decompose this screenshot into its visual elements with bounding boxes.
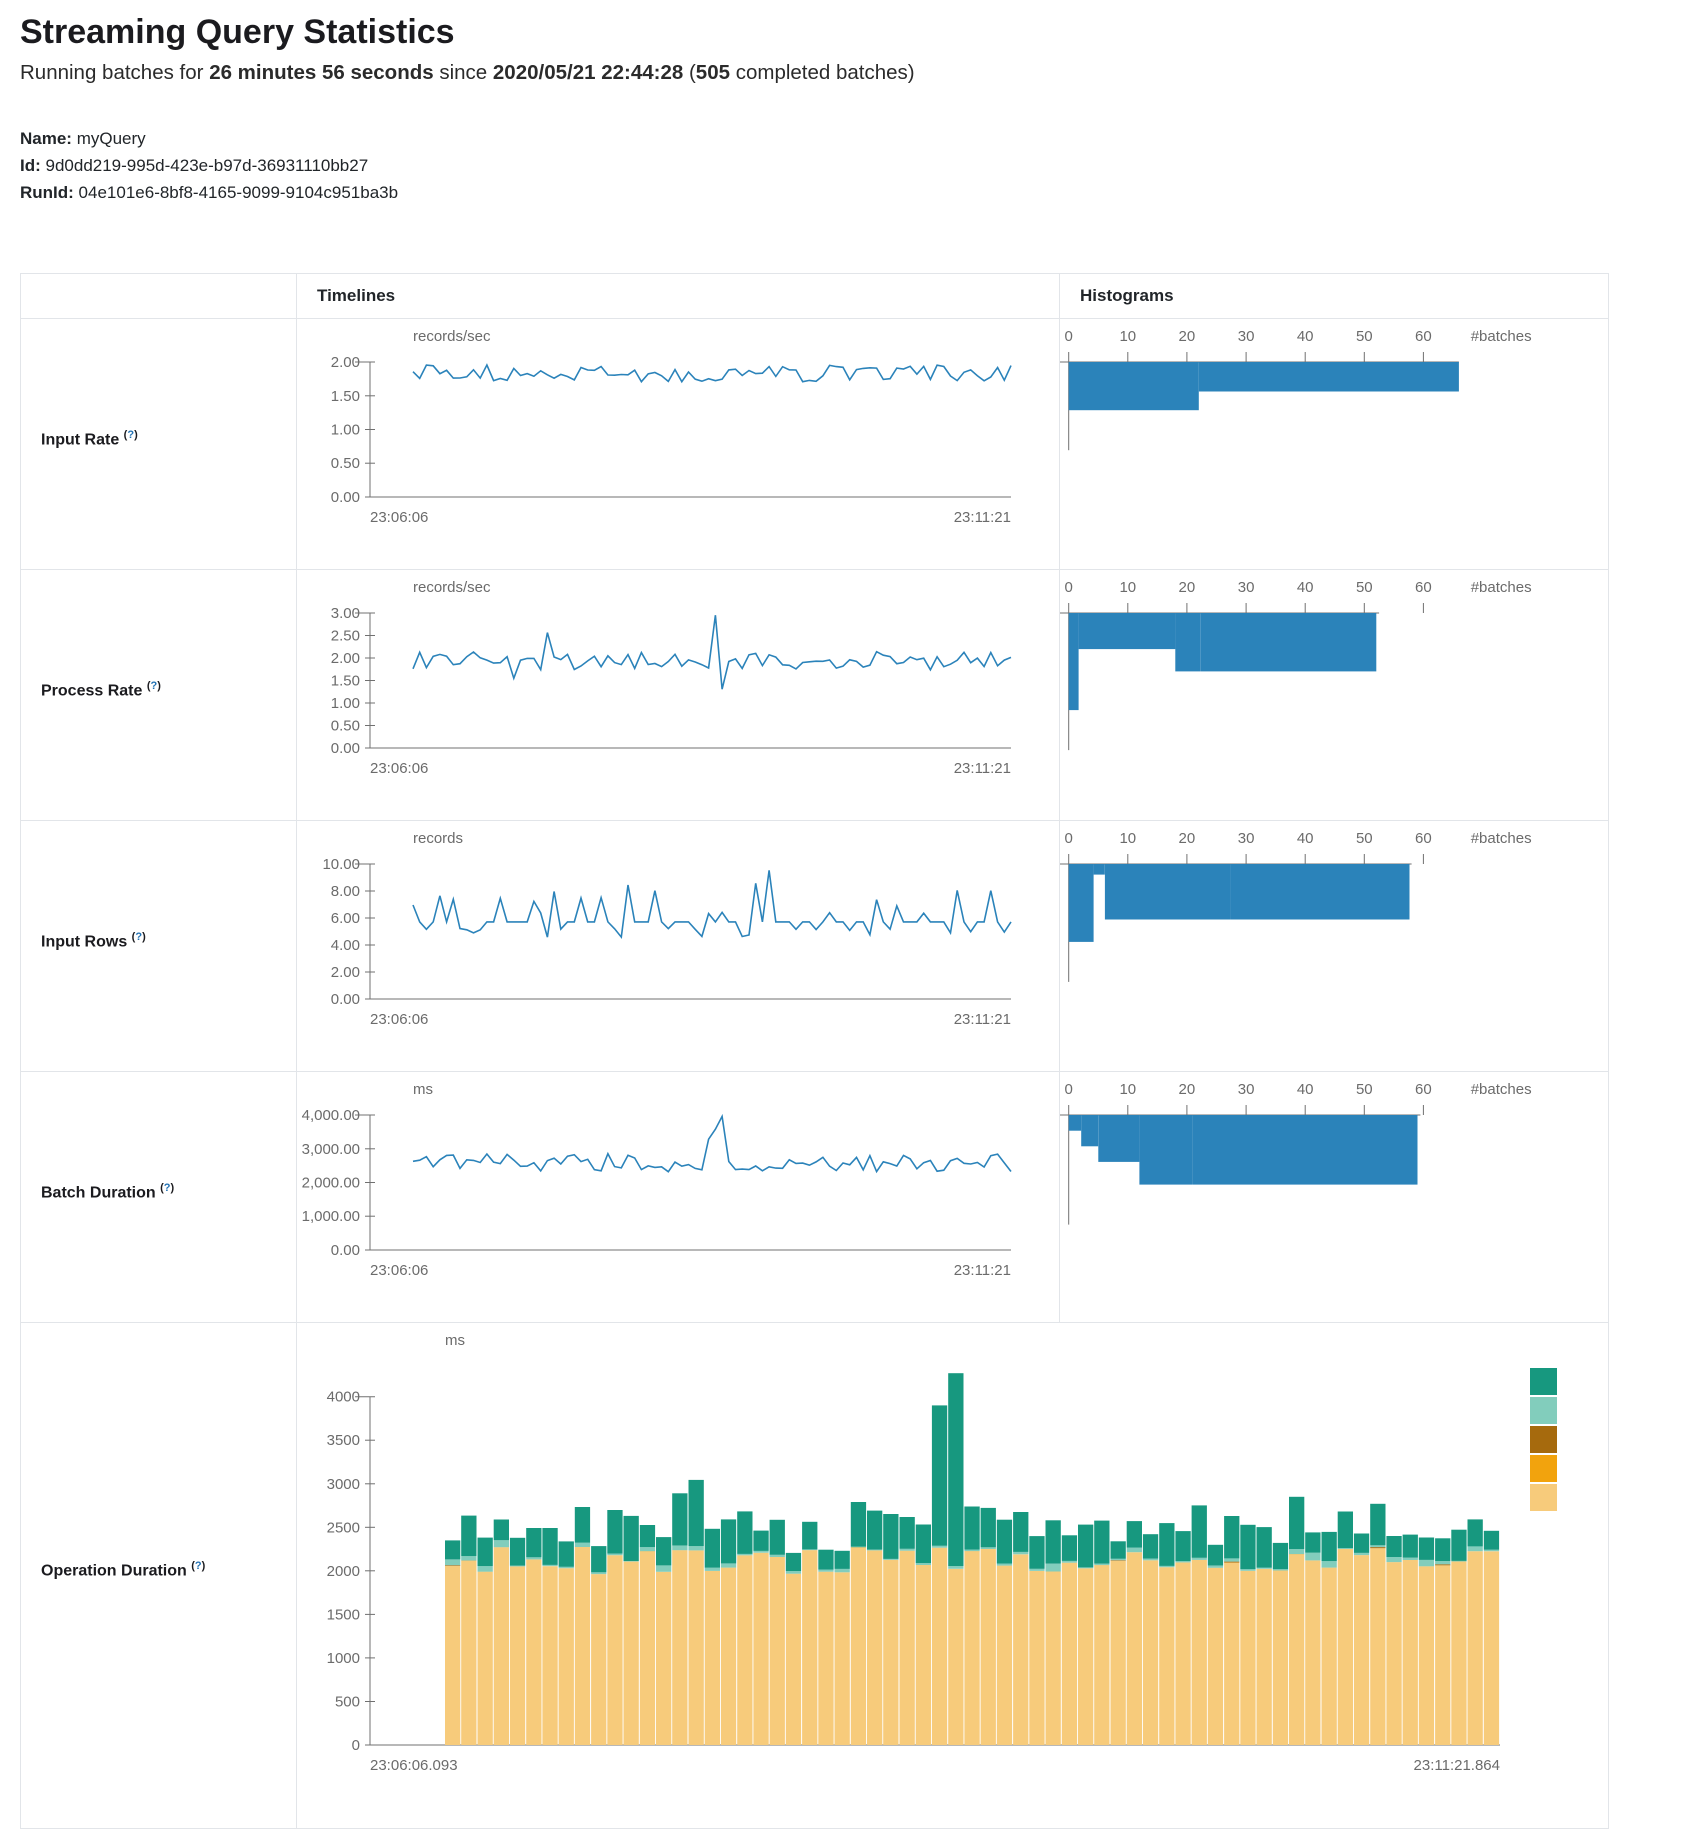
svg-text:records/sec: records/sec <box>413 579 491 596</box>
svg-text:0: 0 <box>1065 579 1073 596</box>
svg-text:4000: 4000 <box>327 1389 360 1406</box>
svg-text:#batches: #batches <box>1471 579 1532 596</box>
svg-text:1,000.00: 1,000.00 <box>302 1209 360 1226</box>
svg-text:0.50: 0.50 <box>331 456 360 473</box>
svg-text:records: records <box>413 830 463 847</box>
svg-text:23:06:06: 23:06:06 <box>370 1011 428 1028</box>
svg-text:1.00: 1.00 <box>331 422 360 439</box>
svg-text:40: 40 <box>1297 1081 1314 1098</box>
svg-text:23:11:21: 23:11:21 <box>954 760 1011 777</box>
svg-text:50: 50 <box>1356 830 1373 847</box>
svg-text:2,000.00: 2,000.00 <box>302 1175 360 1192</box>
svg-text:20: 20 <box>1179 830 1196 847</box>
svg-text:0.00: 0.00 <box>331 489 360 506</box>
svg-text:23:11:21: 23:11:21 <box>954 509 1011 526</box>
svg-text:40: 40 <box>1297 579 1314 596</box>
svg-text:1.00: 1.00 <box>331 695 360 712</box>
svg-text:10: 10 <box>1119 830 1136 847</box>
svg-text:1500: 1500 <box>327 1607 360 1624</box>
svg-text:23:11:21: 23:11:21 <box>954 1011 1011 1028</box>
svg-text:0: 0 <box>1065 830 1073 847</box>
svg-text:1.50: 1.50 <box>331 388 360 405</box>
svg-text:6.00: 6.00 <box>331 910 360 927</box>
svg-text:4.00: 4.00 <box>331 937 360 954</box>
svg-text:3,000.00: 3,000.00 <box>302 1141 360 1158</box>
svg-text:10.00: 10.00 <box>322 856 360 873</box>
svg-text:23:06:06.093: 23:06:06.093 <box>370 1757 458 1774</box>
svg-text:2.00: 2.00 <box>331 650 360 667</box>
svg-text:23:06:06: 23:06:06 <box>370 760 428 777</box>
svg-text:30: 30 <box>1238 1081 1255 1098</box>
svg-text:1.50: 1.50 <box>331 673 360 690</box>
svg-text:60: 60 <box>1415 328 1432 345</box>
svg-text:0.50: 0.50 <box>331 718 360 735</box>
svg-text:20: 20 <box>1179 328 1196 345</box>
svg-text:60: 60 <box>1415 830 1432 847</box>
svg-text:0: 0 <box>1065 1081 1073 1098</box>
svg-text:500: 500 <box>335 1694 360 1711</box>
svg-text:0.00: 0.00 <box>331 991 360 1008</box>
svg-text:0: 0 <box>352 1737 360 1754</box>
svg-text:10: 10 <box>1119 579 1136 596</box>
svg-text:#batches: #batches <box>1471 328 1532 345</box>
svg-text:10: 10 <box>1119 328 1136 345</box>
svg-text:2500: 2500 <box>327 1520 360 1537</box>
svg-text:3500: 3500 <box>327 1433 360 1450</box>
svg-text:60: 60 <box>1415 579 1432 596</box>
svg-text:0.00: 0.00 <box>331 1242 360 1259</box>
svg-text:3000: 3000 <box>327 1476 360 1493</box>
svg-text:0.00: 0.00 <box>331 740 360 757</box>
svg-text:ms: ms <box>445 1332 465 1349</box>
svg-text:50: 50 <box>1356 579 1373 596</box>
svg-text:23:11:21.864: 23:11:21.864 <box>1414 1757 1500 1774</box>
svg-text:30: 30 <box>1238 579 1255 596</box>
svg-text:1000: 1000 <box>327 1650 360 1667</box>
svg-text:50: 50 <box>1356 328 1373 345</box>
svg-text:23:06:06: 23:06:06 <box>370 1262 428 1279</box>
svg-text:40: 40 <box>1297 830 1314 847</box>
svg-text:10: 10 <box>1119 1081 1136 1098</box>
svg-text:2000: 2000 <box>327 1563 360 1580</box>
svg-text:60: 60 <box>1415 1081 1432 1098</box>
svg-text:20: 20 <box>1179 1081 1196 1098</box>
svg-text:2.50: 2.50 <box>331 628 360 645</box>
svg-text:#batches: #batches <box>1471 1081 1532 1098</box>
svg-text:4,000.00: 4,000.00 <box>302 1107 360 1124</box>
svg-text:records/sec: records/sec <box>413 328 491 345</box>
svg-text:0: 0 <box>1065 328 1073 345</box>
svg-text:40: 40 <box>1297 328 1314 345</box>
svg-text:20: 20 <box>1179 579 1196 596</box>
svg-text:50: 50 <box>1356 1081 1373 1098</box>
svg-text:2.00: 2.00 <box>331 964 360 981</box>
svg-text:30: 30 <box>1238 328 1255 345</box>
svg-text:30: 30 <box>1238 830 1255 847</box>
svg-text:23:11:21: 23:11:21 <box>954 1262 1011 1279</box>
svg-text:8.00: 8.00 <box>331 883 360 900</box>
svg-text:#batches: #batches <box>1471 830 1532 847</box>
svg-text:23:06:06: 23:06:06 <box>370 509 428 526</box>
svg-text:ms: ms <box>413 1081 433 1098</box>
